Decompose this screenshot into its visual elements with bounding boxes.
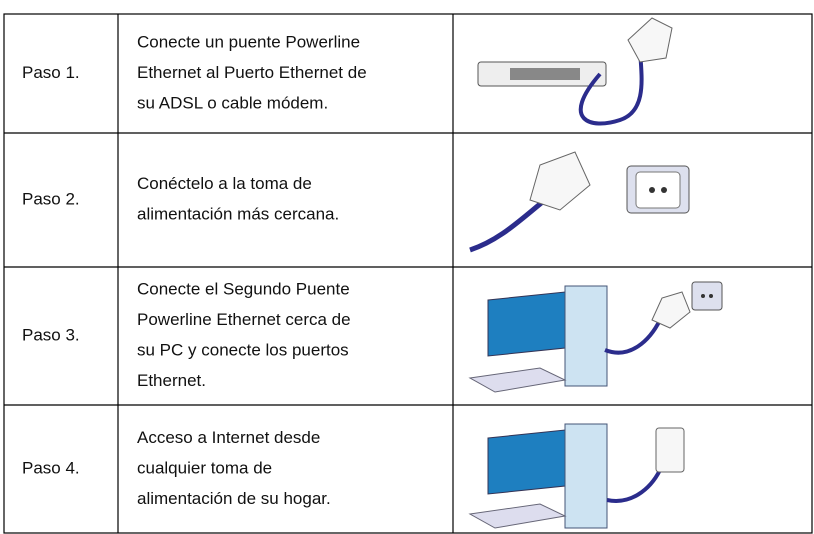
step-label: Paso 3. [22, 325, 80, 344]
illustration-internet [468, 423, 685, 529]
step-text: Powerline Ethernet cerca de [137, 310, 351, 329]
step-label: Paso 1. [22, 63, 80, 82]
step-text: Ethernet al Puerto Ethernet de [137, 63, 367, 82]
step-text: Conecte el Segundo Puente [137, 280, 350, 299]
step-text: Acceso a Internet desde [137, 428, 320, 447]
illustration-outlet [469, 151, 690, 253]
illustration-router [477, 17, 673, 126]
step-text: Conecte un puente Powerline [137, 32, 360, 51]
step-text: Conéctelo a la toma de [137, 174, 312, 193]
step-label: Paso 4. [22, 458, 80, 477]
step-text: alimentación de su hogar. [137, 489, 331, 508]
illustration-pc [468, 281, 723, 393]
step-text: alimentación más cercana. [137, 205, 339, 224]
step-text: cualquier toma de [137, 458, 272, 477]
step-text: su ADSL o cable módem. [137, 93, 328, 112]
step-label: Paso 2. [22, 189, 80, 208]
table-grid [3, 13, 813, 534]
step-text: su PC y conecte los puertos [137, 341, 349, 360]
step-text: Ethernet. [137, 371, 206, 390]
